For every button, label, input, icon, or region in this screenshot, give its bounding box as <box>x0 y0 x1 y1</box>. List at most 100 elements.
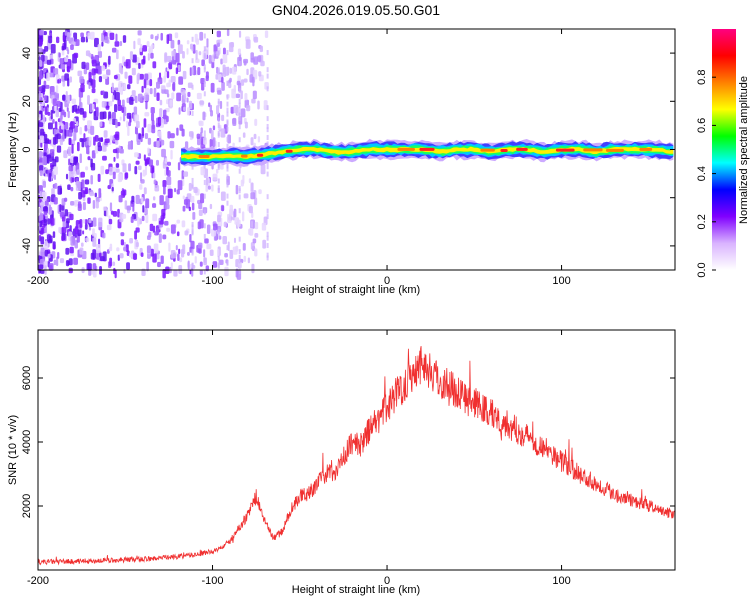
y-tick-label: -40 <box>21 238 33 254</box>
noise-cell <box>122 163 127 173</box>
noise-cell <box>111 47 117 53</box>
noise-cell <box>217 142 220 148</box>
noise-cell <box>39 70 43 80</box>
noise-cell <box>177 180 183 191</box>
noise-cell <box>116 247 120 252</box>
noise-cell <box>238 30 242 38</box>
noise-cell <box>80 36 86 43</box>
noise-cell <box>105 169 109 175</box>
noise-cell <box>94 145 99 154</box>
noise-cell <box>49 149 55 157</box>
noise-cell <box>224 66 229 76</box>
noise-cell <box>114 269 117 279</box>
noise-cell <box>98 252 102 258</box>
noise-cell <box>38 264 44 270</box>
noise-cell <box>176 219 181 224</box>
noise-cell <box>88 82 91 90</box>
ridge-peak <box>516 147 528 151</box>
noise-cell <box>94 134 99 142</box>
noise-cell <box>250 192 256 200</box>
colorbar: 0.0 0.2 0.4 0.6 0.8 Normalized spectral ampl… <box>696 29 750 278</box>
noise-cell <box>50 43 56 54</box>
noise-cell <box>193 186 198 194</box>
noise-cell <box>42 180 46 188</box>
noise-cell <box>229 204 234 214</box>
noise-cell <box>191 36 194 42</box>
noise-cell <box>177 44 183 54</box>
noise-cell <box>88 218 92 224</box>
noise-cell <box>113 156 116 162</box>
noise-cell <box>114 168 120 173</box>
noise-cell <box>158 233 162 244</box>
noise-cell <box>171 92 175 100</box>
noise-cell <box>167 188 173 199</box>
noise-cell <box>238 60 241 66</box>
noise-cell <box>134 126 138 135</box>
x-tick-label: 0 <box>384 575 390 587</box>
noise-cell <box>232 117 237 126</box>
noise-cell <box>244 92 248 101</box>
noise-cell <box>203 78 206 84</box>
noise-cell <box>41 54 45 62</box>
noise-cell <box>249 74 254 83</box>
noise-cell <box>226 245 229 251</box>
noise-cell <box>152 225 156 233</box>
noise-cell <box>206 177 209 186</box>
noise-cell <box>226 174 229 180</box>
noise-cell <box>141 215 145 222</box>
noise-cell <box>226 101 229 107</box>
noise-cell <box>176 92 182 102</box>
noise-cell <box>195 49 198 60</box>
noise-cell <box>235 93 241 98</box>
spectrogram-image <box>38 29 674 280</box>
noise-cell <box>152 61 157 69</box>
noise-cell <box>248 178 252 184</box>
noise-cell <box>153 87 157 98</box>
noise-cell <box>108 246 113 252</box>
noise-cell <box>52 242 55 250</box>
noise-cell <box>227 213 232 223</box>
y-tick-label: 0 <box>21 146 33 152</box>
noise-cell <box>150 44 154 49</box>
noise-cell <box>70 139 76 146</box>
noise-cell <box>226 166 229 172</box>
noise-cell <box>164 71 167 79</box>
noise-cell <box>168 242 171 252</box>
noise-cell <box>104 36 109 43</box>
noise-cell <box>249 227 254 236</box>
noise-cell <box>143 187 147 195</box>
noise-cell <box>191 58 194 64</box>
noise-cell <box>90 31 95 40</box>
noise-cell <box>48 35 53 44</box>
noise-cell <box>235 259 239 268</box>
noise-cell <box>92 228 95 237</box>
noise-cell <box>177 64 181 72</box>
noise-cell <box>61 204 65 211</box>
noise-cell <box>150 34 154 40</box>
noise-cell <box>133 253 138 260</box>
noise-cell <box>79 247 84 255</box>
noise-cell <box>261 222 267 231</box>
noise-cell <box>226 80 229 86</box>
spectrogram-x-label: Height of straight line (km) <box>292 284 420 296</box>
noise-cell <box>170 249 176 259</box>
noise-cell <box>77 70 83 77</box>
noise-cell <box>134 152 139 158</box>
noise-cell <box>230 41 235 48</box>
noise-cell <box>217 164 220 170</box>
noise-cell <box>38 56 41 61</box>
noise-cell <box>53 259 57 266</box>
noise-cell <box>160 139 165 146</box>
noise-cell <box>65 91 68 101</box>
noise-cell <box>129 96 134 105</box>
noise-cell <box>226 50 229 56</box>
noise-cell <box>104 138 110 143</box>
noise-cell <box>56 36 60 44</box>
noise-cell <box>46 72 50 82</box>
noise-cell <box>151 113 155 122</box>
noise-cell <box>87 263 92 271</box>
noise-cell <box>102 232 106 239</box>
noise-cell <box>157 116 162 127</box>
noise-cell <box>266 105 269 111</box>
noise-cell <box>87 156 91 161</box>
